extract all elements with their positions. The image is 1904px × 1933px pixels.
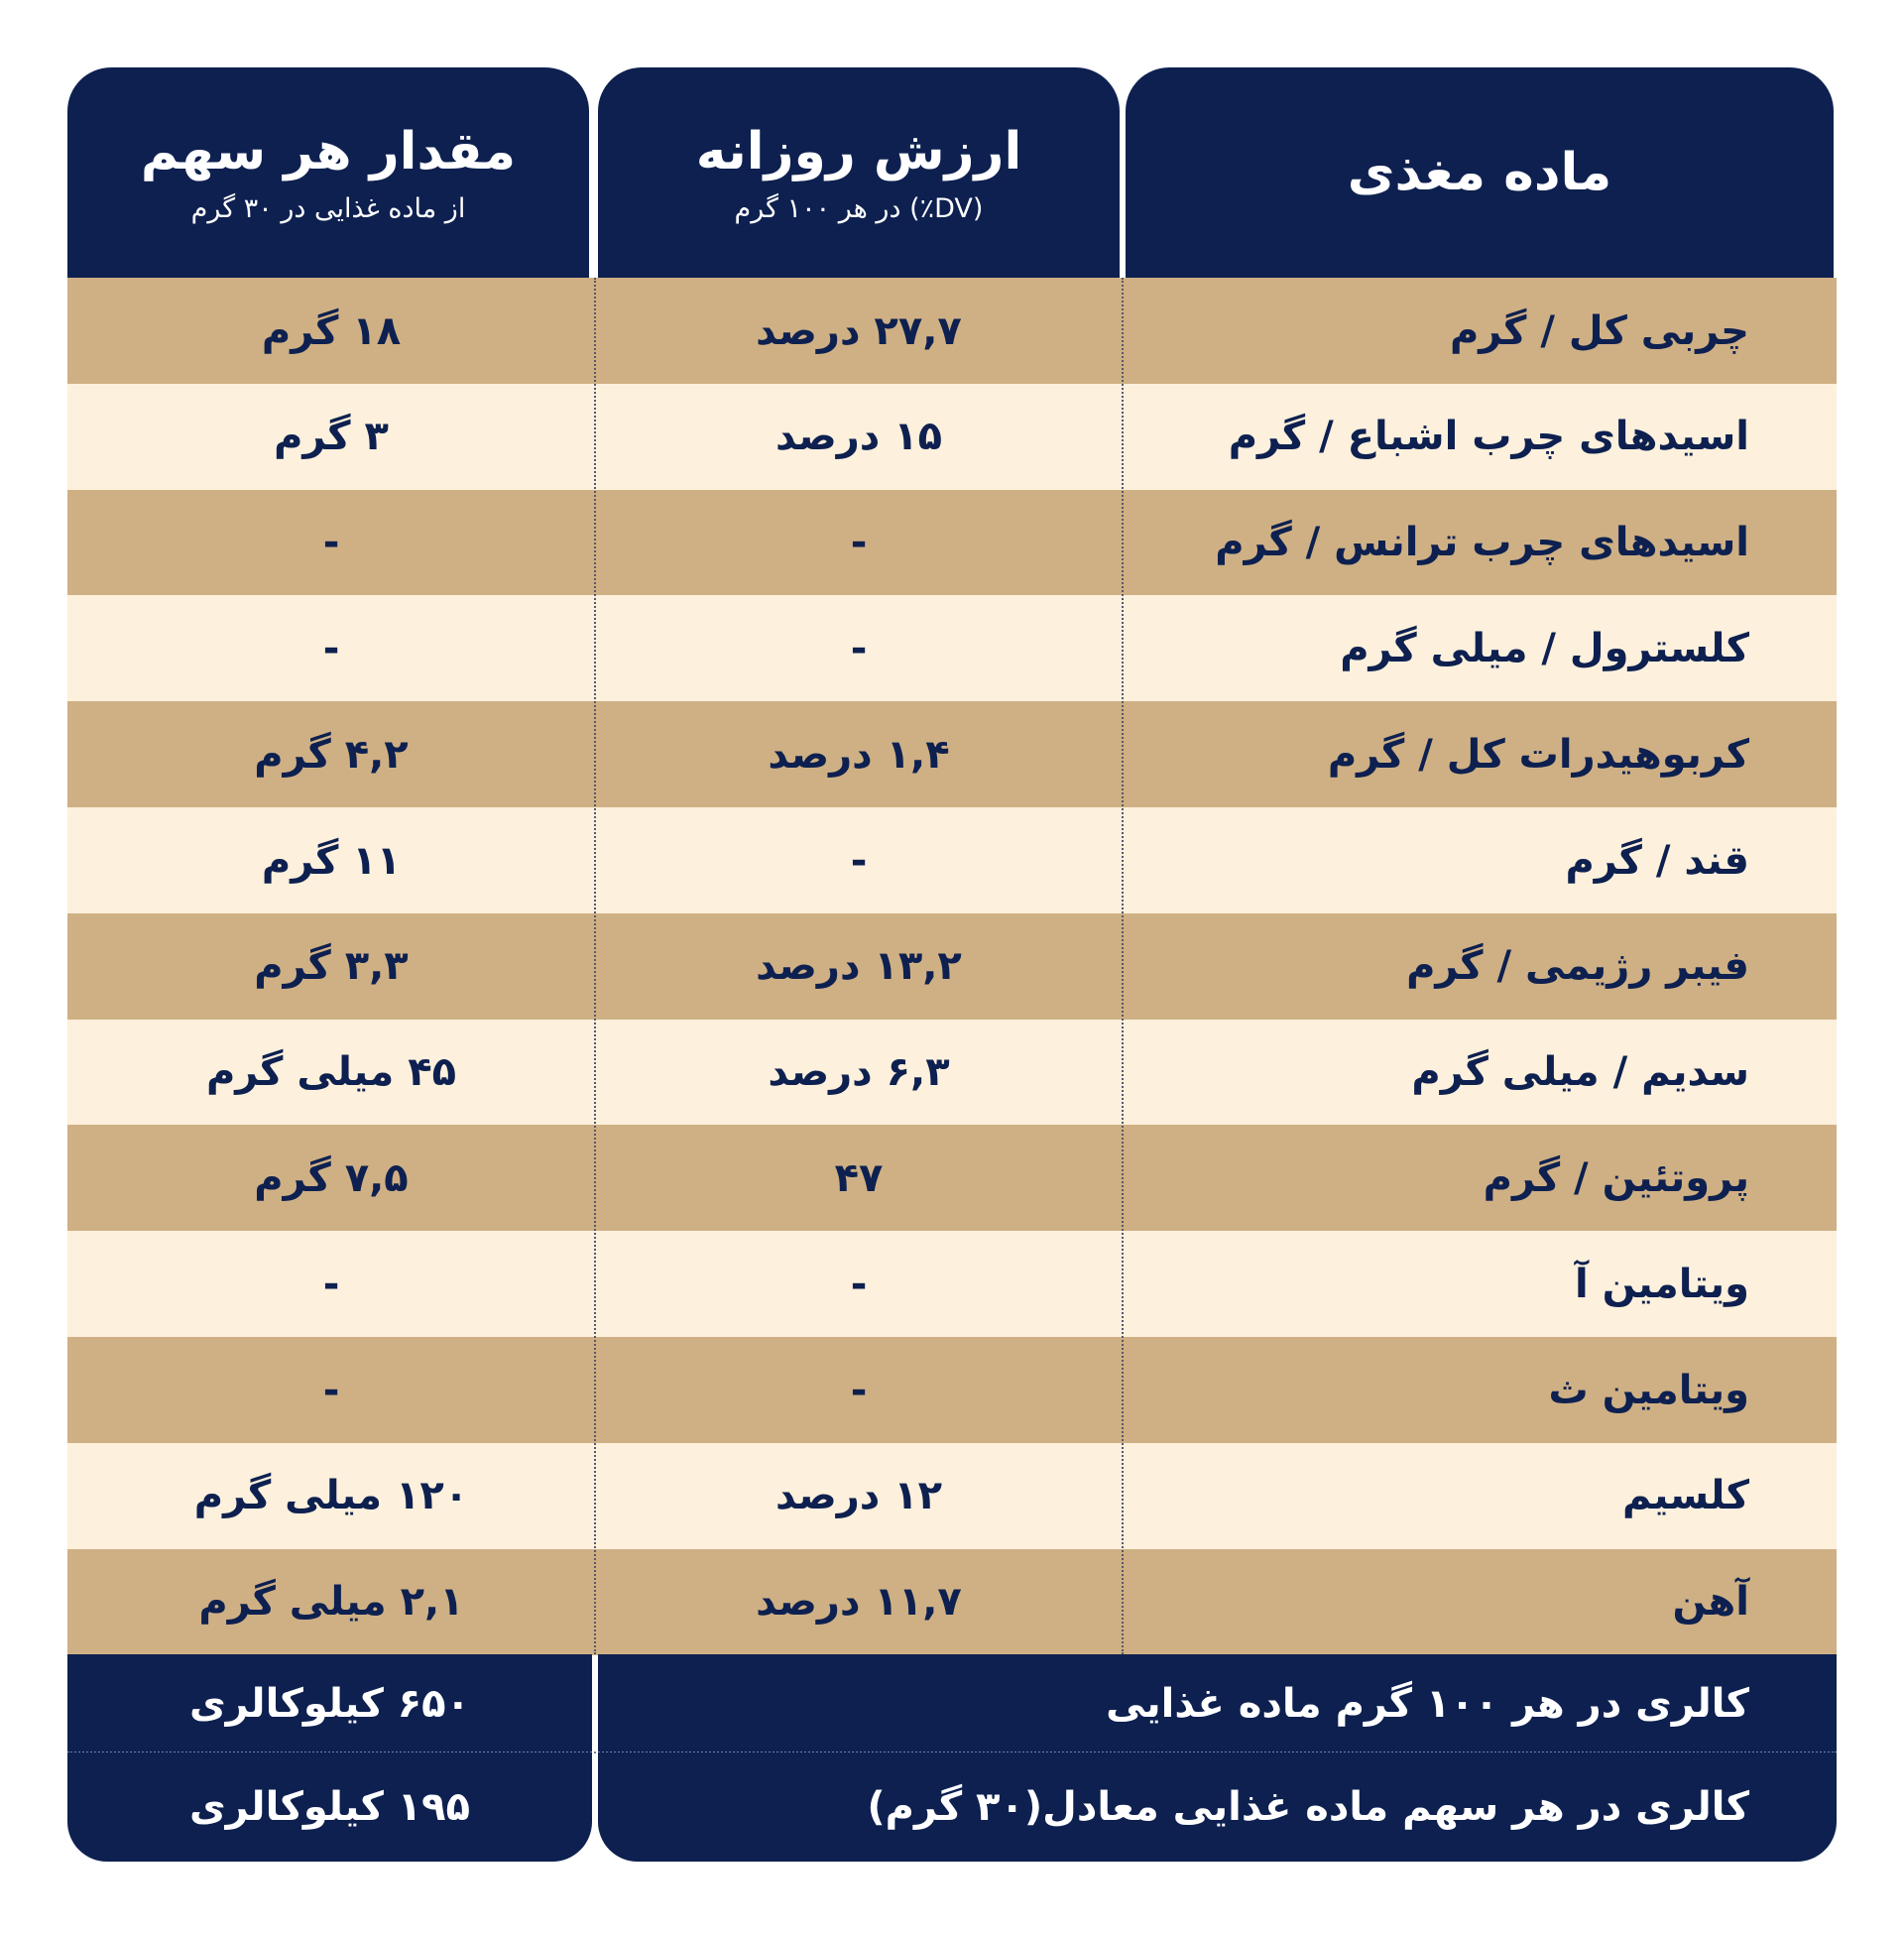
table-cell: قند / گرم [1123, 807, 1837, 914]
footer-value: ۱۹۵ کیلوکالری [67, 1752, 592, 1863]
header-title: ماده مغذی [1347, 142, 1612, 202]
table-cell: ۱۱ گرم [67, 807, 595, 914]
table-cell: ۳,۳ گرم [67, 912, 595, 1021]
footer-label: کالری در هر سهم ماده غذایی معادل(۳۰ گرم) [598, 1752, 1837, 1863]
table-cell: - [67, 1337, 595, 1444]
table-cell: ۴۵ میلی گرم [67, 1019, 595, 1126]
table-cell: سدیم / میلی گرم [1123, 1019, 1837, 1126]
table-cell: پروتئین / گرم [1123, 1125, 1837, 1232]
header-title: مقدار هر سهم [140, 122, 517, 182]
table-cell: ۱۲ درصد [595, 1442, 1123, 1550]
table-cell: ۱۲۰ میلی گرم [67, 1442, 595, 1550]
table-cell: ۱۸ گرم [67, 278, 595, 385]
table-cell: فیبر رژیمی / گرم [1123, 912, 1837, 1021]
table-cell: - [595, 807, 1123, 914]
footer-value: ۶۵۰ کیلوکالری [67, 1654, 592, 1753]
table-cell: آهن [1123, 1548, 1837, 1655]
table-cell: ۳ گرم [67, 383, 595, 491]
table-cell: چربی کل / گرم [1123, 278, 1837, 385]
table-cell: ویتامین ث [1123, 1337, 1837, 1444]
table-cell: ۱,۴ درصد [595, 701, 1123, 808]
header-cell: ماده مغذی [1126, 67, 1834, 278]
table-cell: اسیدهای چرب اشباع / گرم [1123, 383, 1837, 491]
table-cell: - [595, 489, 1123, 596]
table-cell: ۱۵ درصد [595, 383, 1123, 491]
table-cell: کلسیم [1123, 1442, 1837, 1550]
table-cell: ویتامین آ [1123, 1231, 1837, 1338]
table-cell: ۷,۵ گرم [67, 1125, 595, 1232]
table-cell: کلسترول / میلی گرم [1123, 595, 1837, 702]
table-cell: ۴۷ [595, 1125, 1123, 1232]
table-cell: - [67, 489, 595, 596]
table-cell: - [595, 595, 1123, 702]
table-cell: ۱۱,۷ درصد [595, 1548, 1123, 1655]
column-divider [594, 278, 596, 1655]
table-cell: ۲,۱ میلی گرم [67, 1548, 595, 1655]
header-subtitle: (DV٪) در هر ۱۰۰ گرم [734, 192, 984, 224]
header-title: ارزش روزانه [695, 122, 1022, 182]
header-cell: مقدار هر سهم از ماده غذایی در ۳۰ گرم [67, 67, 589, 278]
table-cell: ۲۷,۷ درصد [595, 278, 1123, 385]
header-subtitle: از ماده غذایی در ۳۰ گرم [190, 192, 466, 224]
table-cell: - [67, 595, 595, 702]
column-divider [1122, 278, 1124, 1655]
table-cell: - [67, 1231, 595, 1338]
table-cell: - [595, 1337, 1123, 1444]
table-cell: ۱۳,۲ درصد [595, 912, 1123, 1021]
table-cell: اسیدهای چرب ترانس / گرم [1123, 489, 1837, 596]
table-cell: - [595, 1231, 1123, 1338]
footer-label: کالری در هر ۱۰۰ گرم ماده غذایی [598, 1654, 1837, 1753]
header-cell: ارزش روزانه (DV٪) در هر ۱۰۰ گرم [598, 67, 1120, 278]
table-cell: ۴,۲ گرم [67, 701, 595, 808]
table-cell: ۶,۳ درصد [595, 1019, 1123, 1126]
table-cell: کربوهیدرات کل / گرم [1123, 701, 1837, 808]
